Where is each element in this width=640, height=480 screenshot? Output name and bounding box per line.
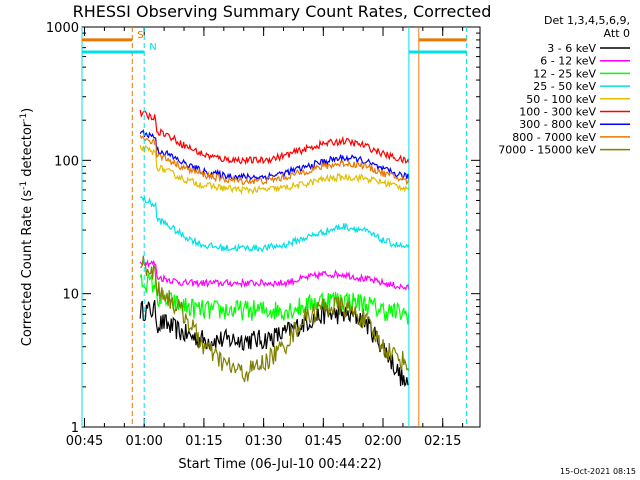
state-bar-label: S	[137, 30, 143, 41]
marker-layer: SN	[81, 27, 468, 427]
legend-label: 3 - 6 keV	[547, 42, 596, 55]
y-axis: 1 10 100 1000	[46, 21, 480, 436]
x-axis: 00:45 01:00 01:15 01:30 01:45 02:00 02:15	[66, 27, 464, 449]
y-tick-label: 100	[54, 154, 79, 169]
chart-title: RHESSI Observing Summary Count Rates, Co…	[73, 2, 492, 21]
legend-label: 6 - 12 keV	[540, 55, 596, 68]
x-tick-label: 00:45	[66, 434, 103, 449]
y-axis-label-main: Corrected Count Rate (s	[20, 190, 35, 347]
y-axis-label-end: )	[20, 108, 35, 113]
y-axis-label-exp1: -1	[19, 181, 29, 190]
legend-header-line1: Det 1,3,4,5,6,9,	[544, 14, 630, 27]
x-axis-label: Start Time (06-Jul-10 00:44:22)	[178, 457, 381, 472]
y-axis-label-mid: detector	[20, 121, 35, 181]
legend-label: 800 - 7000 keV	[512, 131, 596, 144]
legend-label: 7000 - 15000 keV	[498, 144, 596, 157]
legend-label: 300 - 800 keV	[519, 118, 596, 131]
legend-label: 12 - 25 keV	[533, 67, 596, 80]
x-tick-label: 01:15	[185, 434, 222, 449]
legend-header-line2: Att 0	[604, 27, 630, 40]
legend-label: 100 - 300 keV	[519, 106, 596, 119]
y-tick-label: 1000	[46, 21, 79, 36]
series-line-2	[139, 259, 410, 291]
state-bar-label: N	[149, 42, 156, 53]
legend-label: 25 - 50 keV	[533, 80, 596, 93]
x-tick-label: 02:00	[364, 434, 401, 449]
series-line-9	[140, 255, 410, 383]
series-line-5	[139, 144, 410, 196]
x-tick-label: 02:15	[424, 434, 461, 449]
series-line-6	[139, 109, 410, 166]
x-tick-label: 01:45	[305, 434, 342, 449]
series-line-4	[139, 195, 410, 253]
y-tick-label: 10	[62, 288, 79, 303]
legend-label: 50 - 100 keV	[526, 93, 596, 106]
x-tick-label: 01:00	[125, 434, 162, 449]
series-layer	[139, 109, 410, 388]
x-tick-label: 01:30	[245, 434, 282, 449]
y-axis-label-exp2: -1	[19, 113, 29, 122]
y-axis-label: Corrected Count Rate (s-1 detector-1)	[19, 108, 35, 346]
series-line-8	[139, 134, 410, 186]
y-tick-label: 1	[71, 421, 79, 436]
footer-timestamp: 15-Oct-2021 08:15	[560, 467, 636, 476]
series-line-3	[139, 273, 410, 325]
